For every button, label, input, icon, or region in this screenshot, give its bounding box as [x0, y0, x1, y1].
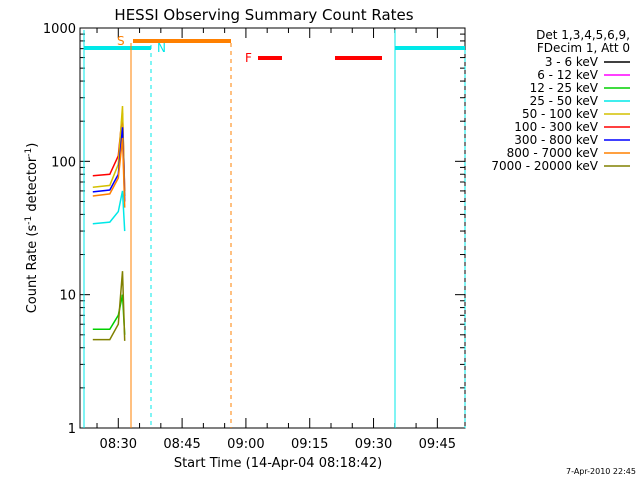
footer-stamp: 7-Apr-2010 22:45 [566, 467, 636, 476]
series-line [92, 271, 126, 341]
legend-label: 300 - 800 keV [514, 133, 598, 147]
observing-flags: S N F [83, 30, 466, 428]
x-tick-label: 09:00 [227, 437, 264, 452]
flare-flag-label: F [245, 51, 252, 65]
y-tick-label: 1 [68, 422, 76, 437]
x-axis: 08:30 08:45 09:00 09:15 09:30 09:45 [96, 28, 456, 452]
legend-label: 25 - 50 keV [530, 94, 599, 108]
plot-frame [79, 27, 466, 429]
x-tick-label: 09:15 [291, 437, 328, 452]
saa-flag-label: S [117, 34, 125, 48]
y-tick-label: 1000 [43, 22, 76, 37]
x-tick-label: 08:45 [163, 437, 200, 452]
series-line [92, 137, 126, 208]
legend: Det 1,3,4,5,6,9,FDecim 1, Att 03 - 6 keV… [491, 28, 630, 173]
legend-label: 3 - 6 keV [545, 55, 599, 69]
legend-label: 50 - 100 keV [522, 107, 599, 121]
legend-label: 800 - 7000 keV [507, 146, 599, 160]
legend-label: 12 - 25 keV [530, 81, 599, 95]
y-axis-label: Count Rate (s-1 detector-1) [24, 143, 40, 314]
x-tick-label: 08:30 [100, 437, 137, 452]
y-tick-label: 100 [51, 155, 76, 170]
legend-header: FDecim 1, Att 0 [537, 41, 630, 55]
legend-header: Det 1,3,4,5,6,9, [536, 28, 630, 42]
legend-label: 7000 - 20000 keV [491, 159, 598, 173]
x-axis-label: Start Time (14-Apr-04 08:18:42) [174, 456, 382, 471]
x-tick-label: 09:30 [355, 437, 392, 452]
y-tick-label: 10 [59, 289, 76, 304]
series-lines [92, 105, 126, 341]
y-axis: 1 10 100 1000 [43, 22, 465, 437]
chart-title: HESSI Observing Summary Count Rates [114, 6, 413, 24]
legend-label: 100 - 300 keV [514, 120, 598, 134]
legend-label: 6 - 12 keV [537, 68, 599, 82]
series-line [92, 190, 126, 232]
night-flag-label: N [157, 41, 166, 55]
x-tick-label: 09:45 [419, 437, 456, 452]
